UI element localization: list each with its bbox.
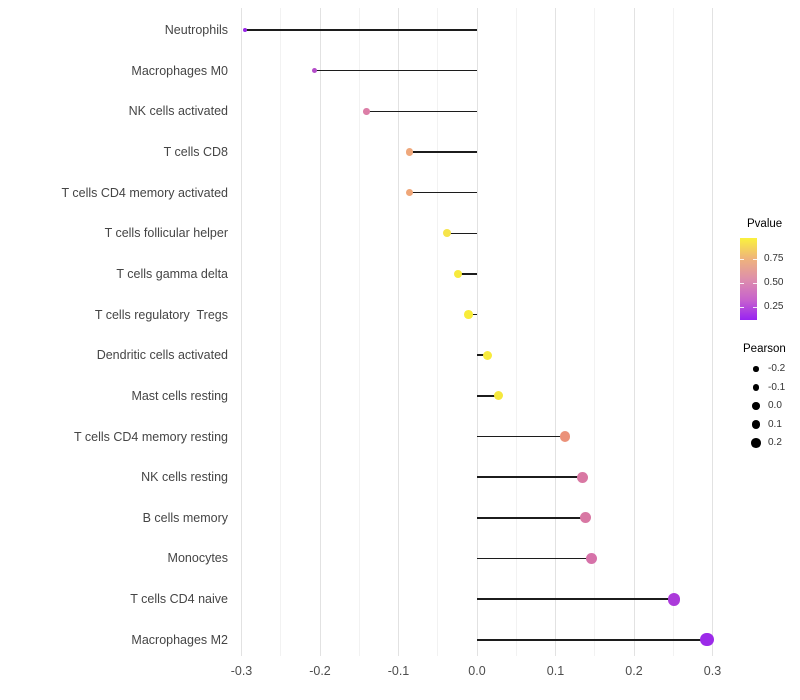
category-label: T cells gamma delta xyxy=(116,266,228,281)
category-label: T cells CD4 naive xyxy=(130,592,228,607)
pvalue-tickmark xyxy=(753,307,757,308)
data-point xyxy=(667,592,681,606)
data-point xyxy=(405,148,414,156)
pvalue-tickmark xyxy=(753,258,757,260)
category-label: T cells CD4 memory resting xyxy=(74,429,228,444)
lollipop-stem xyxy=(366,110,477,113)
pvalue-tickmark xyxy=(740,258,744,260)
gridline-minor xyxy=(515,8,517,656)
gridline-major xyxy=(633,8,635,656)
lollipop-stem xyxy=(447,232,477,234)
pvalue-tickmark xyxy=(753,283,757,284)
pearson-legend-label: 0.0 xyxy=(768,400,782,411)
data-point xyxy=(493,391,503,401)
data-point xyxy=(243,27,248,33)
pearson-legend-dot xyxy=(752,384,760,391)
category-label: NK cells activated xyxy=(128,104,228,119)
gridline-minor xyxy=(594,8,596,656)
pearson-legend-dot xyxy=(751,438,761,448)
data-point xyxy=(579,512,591,524)
gridline-major xyxy=(319,8,321,656)
category-label: NK cells resting xyxy=(141,470,228,485)
pearson-legend-label: -0.2 xyxy=(768,363,786,374)
gridline-minor xyxy=(358,8,360,656)
pvalue-tickmark xyxy=(740,283,744,284)
lollipop-stem xyxy=(314,69,477,72)
lollipop-stem xyxy=(477,476,583,478)
pearson-legend-label: 0.1 xyxy=(768,418,782,430)
lollipop-stem xyxy=(409,151,477,153)
lollipop-stem xyxy=(245,29,477,31)
gridline-minor xyxy=(437,8,439,656)
category-label: Neutrophils xyxy=(164,23,228,37)
data-point xyxy=(576,471,588,483)
gridline-major xyxy=(398,8,399,656)
data-point xyxy=(443,229,452,238)
gridline-minor xyxy=(672,8,674,656)
legend-pearson-title: Pearson xyxy=(743,343,786,355)
lollipop-stem xyxy=(477,639,707,641)
category-label: T cells regulatory Tregs xyxy=(94,307,228,322)
category-label: Monocytes xyxy=(167,551,228,566)
x-tick-label: 0.1 xyxy=(546,664,565,678)
lollipop-stem xyxy=(477,517,586,519)
lollipop-stem xyxy=(458,273,477,275)
pearson-legend-label: -0.1 xyxy=(768,381,786,393)
pearson-legend-dot xyxy=(753,366,759,372)
data-point xyxy=(405,188,414,197)
x-tick-label: -0.2 xyxy=(309,664,331,678)
lollipop-stem xyxy=(477,598,675,600)
x-tick-label: 0.3 xyxy=(703,664,722,678)
lollipop-stem xyxy=(477,354,488,356)
pvalue-tick-label: 0.25 xyxy=(764,301,784,312)
lollipop-stem xyxy=(468,313,477,316)
category-label: T cells CD8 xyxy=(163,144,228,159)
pearson-legend-dot xyxy=(751,420,761,429)
pvalue-tick-label: 0.50 xyxy=(764,277,784,288)
category-label: Macrophages M0 xyxy=(131,63,228,78)
data-point xyxy=(363,108,370,115)
category-label: T cells follicular helper xyxy=(104,226,228,241)
pvalue-gradient-bar xyxy=(740,238,757,320)
category-label: Dendritic cells activated xyxy=(96,348,228,363)
lollipop-stem xyxy=(409,191,477,194)
data-point xyxy=(453,269,463,279)
lollipop-stem xyxy=(477,557,592,560)
category-label: B cells memory xyxy=(142,510,228,525)
x-tick-label: -0.1 xyxy=(387,664,410,678)
gridline-minor xyxy=(280,8,282,656)
pearson-legend-label: 0.2 xyxy=(768,437,782,448)
data-point xyxy=(559,431,571,442)
category-label: T cells CD4 memory activated xyxy=(61,185,229,200)
data-point xyxy=(586,552,598,564)
pvalue-tick-label: 0.75 xyxy=(764,252,784,264)
data-point xyxy=(311,67,318,74)
x-tick-label: 0.2 xyxy=(625,664,643,678)
gridline-major xyxy=(555,8,556,656)
category-label: Macrophages M2 xyxy=(131,632,228,647)
data-point xyxy=(700,633,714,647)
category-label: Mast cells resting xyxy=(131,388,228,403)
pearson-legend-dot xyxy=(752,402,760,410)
gridline-major xyxy=(712,8,713,656)
lollipop-stem xyxy=(477,435,565,438)
pvalue-tickmark xyxy=(740,307,744,308)
data-point xyxy=(464,310,473,319)
gridline-major xyxy=(241,8,242,656)
x-tick-label: -0.3 xyxy=(230,664,253,678)
legend-pvalue-title: Pvalue xyxy=(747,218,783,230)
x-tick-label: 0.0 xyxy=(468,664,486,678)
data-point xyxy=(483,350,493,360)
gridline-major xyxy=(476,8,478,656)
lollipop-stem xyxy=(477,395,499,397)
